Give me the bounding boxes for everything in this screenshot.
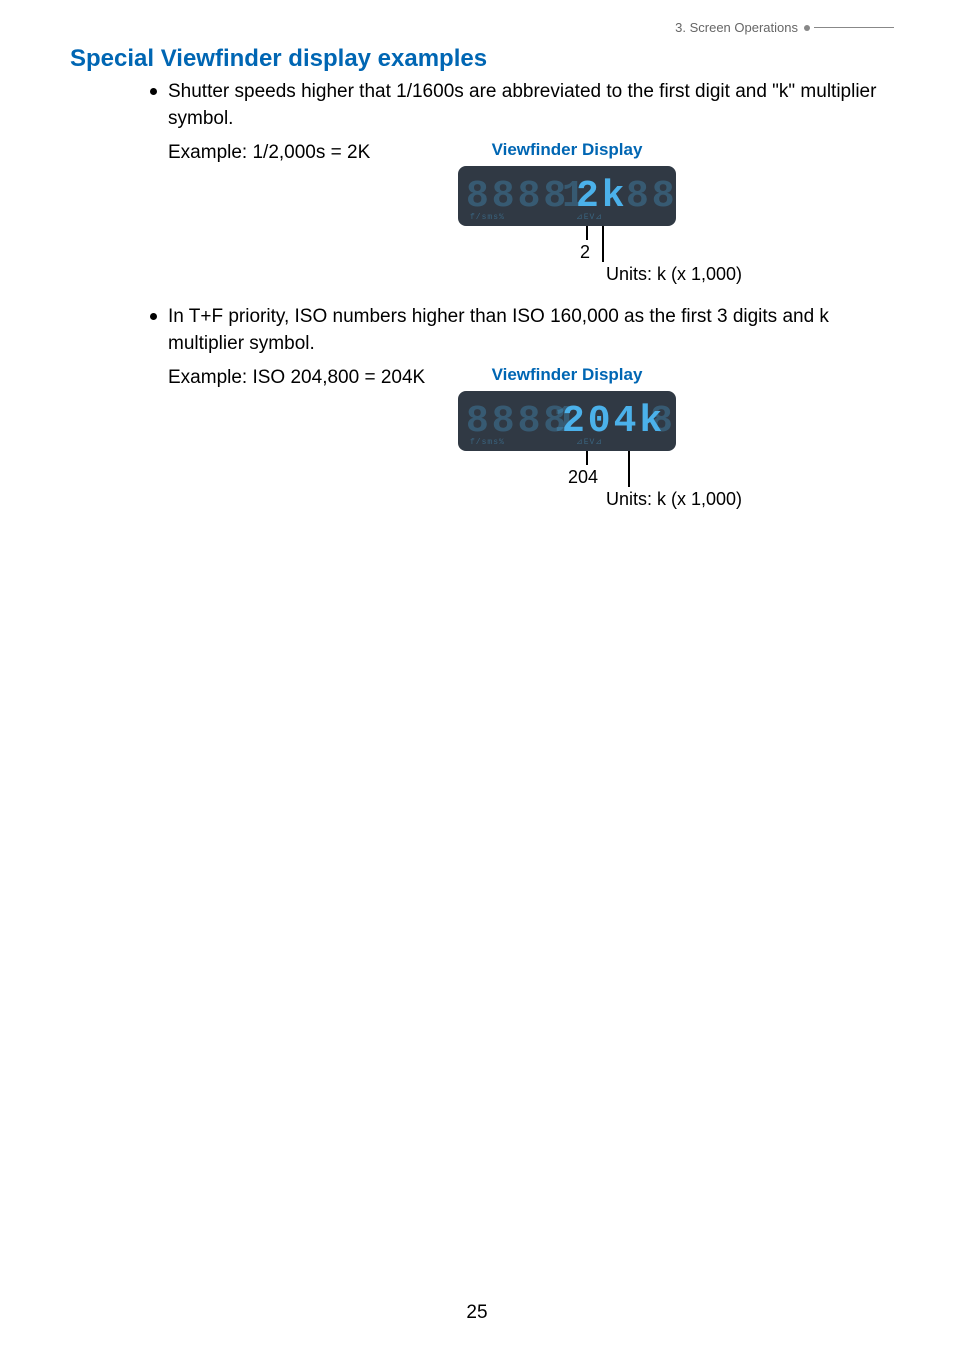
- bullet-item: Shutter speeds higher that 1/1600s are a…: [150, 79, 894, 286]
- example-label: Example: ISO 204,800 = 204K: [168, 365, 448, 392]
- bullet-list: Shutter speeds higher that 1/1600s are a…: [150, 79, 894, 511]
- header-rule: [814, 27, 894, 28]
- page-number: 25: [0, 1302, 954, 1324]
- chapter-label: 3. Screen Operations: [675, 20, 798, 35]
- section-title: Special Viewfinder display examples: [70, 45, 894, 73]
- pointer-num: 2: [580, 240, 590, 265]
- lcd-sub-left: f/sms%: [470, 437, 505, 448]
- pointer-units: Units: k (x 1,000): [606, 262, 742, 287]
- pointer-line-2: [628, 451, 630, 487]
- lcd-sub-left: f/sms%: [470, 212, 505, 223]
- lcd-sub-mid: ⊿EV⊿: [576, 212, 603, 223]
- pointer-units: Units: k (x 1,000): [606, 487, 742, 512]
- lcd-display: 8888 1 204k 8 f/sms% ⊿EV⊿: [458, 391, 676, 451]
- lcd-ghost-right: 8: [650, 395, 676, 448]
- example-label: Example: 1/2,000s = 2K: [168, 140, 448, 167]
- bullet-text: Shutter speeds higher that 1/1600s are a…: [168, 81, 876, 129]
- lcd-ghost-right: 88: [626, 170, 678, 223]
- pointer-num: 204: [568, 465, 598, 490]
- pointer-annotation: 204 Units: k (x 1,000): [458, 451, 676, 511]
- lcd-sub-mid: ⊿EV⊿: [576, 437, 603, 448]
- viewfinder-title: Viewfinder Display: [458, 363, 676, 387]
- pointer-annotation: 2 Units: k (x 1,000): [458, 226, 676, 286]
- page-header: 3. Screen Operations: [70, 20, 894, 35]
- pointer-line-1: [586, 451, 588, 465]
- pointer-line-2: [602, 226, 604, 262]
- viewfinder-title: Viewfinder Display: [458, 138, 676, 162]
- header-dot: [804, 25, 810, 31]
- bullet-item: In T+F priority, ISO numbers higher than…: [150, 304, 894, 511]
- bullet-text: In T+F priority, ISO numbers higher than…: [168, 306, 829, 354]
- pointer-line-1: [586, 226, 588, 240]
- lcd-display: 8888 1 2k 88 f/sms% ⊿EV⊿: [458, 166, 676, 226]
